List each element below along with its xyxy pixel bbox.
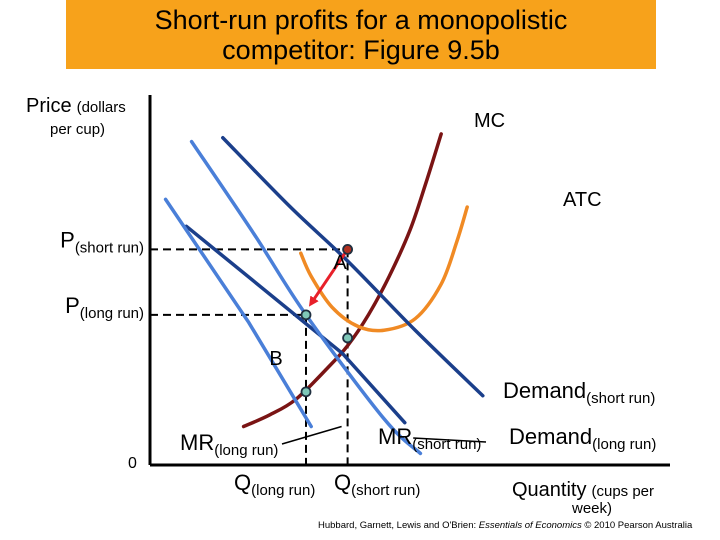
y-axis-label-main: Price [26, 95, 72, 117]
mr-short-curve [184, 224, 407, 425]
labels: Price (dollars per cup) Quantity (cups perwe… [26, 95, 656, 517]
atc-label: ATC [563, 189, 602, 211]
mr-long-label: MR(long run) [180, 430, 278, 459]
price-label-0-base: P [60, 227, 75, 252]
mc-label: MC [474, 110, 505, 132]
axes [148, 95, 670, 467]
mc-curve [241, 132, 443, 429]
x-axis-label: Quantity (cups per [512, 479, 654, 501]
profit-arrow [308, 248, 349, 307]
point-label-b: B [269, 348, 282, 370]
origin-label: 0 [128, 455, 137, 472]
price-label-1-sub: (long run) [80, 305, 144, 322]
footer-book: Essentials of Economics [478, 520, 582, 531]
point-a [342, 243, 354, 255]
title-banner: Short-run profits for a monopolistic com… [66, 0, 656, 69]
x-axis-label-unit-2: week) [571, 500, 612, 517]
footer-copyright: © 2010 Pearson Australia [584, 520, 693, 531]
demand-long-label-sub: (long run) [592, 436, 656, 453]
demand-short-label-base: Demand [503, 378, 586, 403]
mr-short-leader-line [413, 437, 487, 443]
footer-authors: Hubbard, Garnett, Lewis and O'Brien: [318, 520, 477, 531]
x-axis-label-main: Quantity [512, 479, 586, 501]
price-label-0-sub: (short run) [75, 239, 144, 256]
quantity-label-0-sub: (long run) [251, 482, 315, 499]
point-marks [300, 243, 354, 398]
title-line-2: competitor: Figure 9.5b [222, 34, 500, 65]
y-axis-label-unit-2: per cup) [50, 121, 105, 138]
atc-curve [299, 205, 469, 333]
mr-long-label-base: MR [180, 430, 214, 455]
source-footer: Hubbard, Garnett, Lewis and O'Brien: Ess… [318, 520, 692, 531]
demand-long-label: Demand(long run) [509, 424, 656, 453]
demand-short-curve [221, 136, 485, 398]
price-label-1-base: P [65, 293, 80, 318]
x-axis-label-unit: (cups per [591, 483, 654, 500]
mr-long-label-sub: (long run) [214, 442, 278, 459]
point-marker-2 [342, 332, 354, 344]
point-label-a: A [333, 252, 347, 274]
y-axis-label-unit: (dollars [77, 99, 126, 116]
price-label-0: P(short run) [60, 227, 144, 256]
point-marker-3 [300, 386, 312, 398]
demand-long-label-base: Demand [509, 424, 592, 449]
mr-long-curve [163, 197, 313, 429]
point-b [300, 309, 312, 321]
quantity-label-1-base: Q [334, 470, 351, 495]
y-axis-label: Price (dollars [26, 95, 126, 117]
mr-short-label-base: MR [378, 424, 412, 449]
title-line-1: Short-run profits for a monopolistic [154, 4, 568, 35]
quantity-label-1: Q(short run) [334, 470, 420, 499]
demand-short-label: Demand(short run) [503, 378, 655, 407]
price-label-1: P(long run) [65, 293, 144, 322]
demand-short-label-sub: (short run) [586, 390, 655, 407]
quantity-label-0: Q(long run) [234, 470, 315, 499]
quantity-label-1-sub: (short run) [351, 482, 420, 499]
curves [163, 132, 485, 456]
mr-long-leader-line [281, 425, 342, 445]
quantity-label-0-base: Q [234, 470, 251, 495]
